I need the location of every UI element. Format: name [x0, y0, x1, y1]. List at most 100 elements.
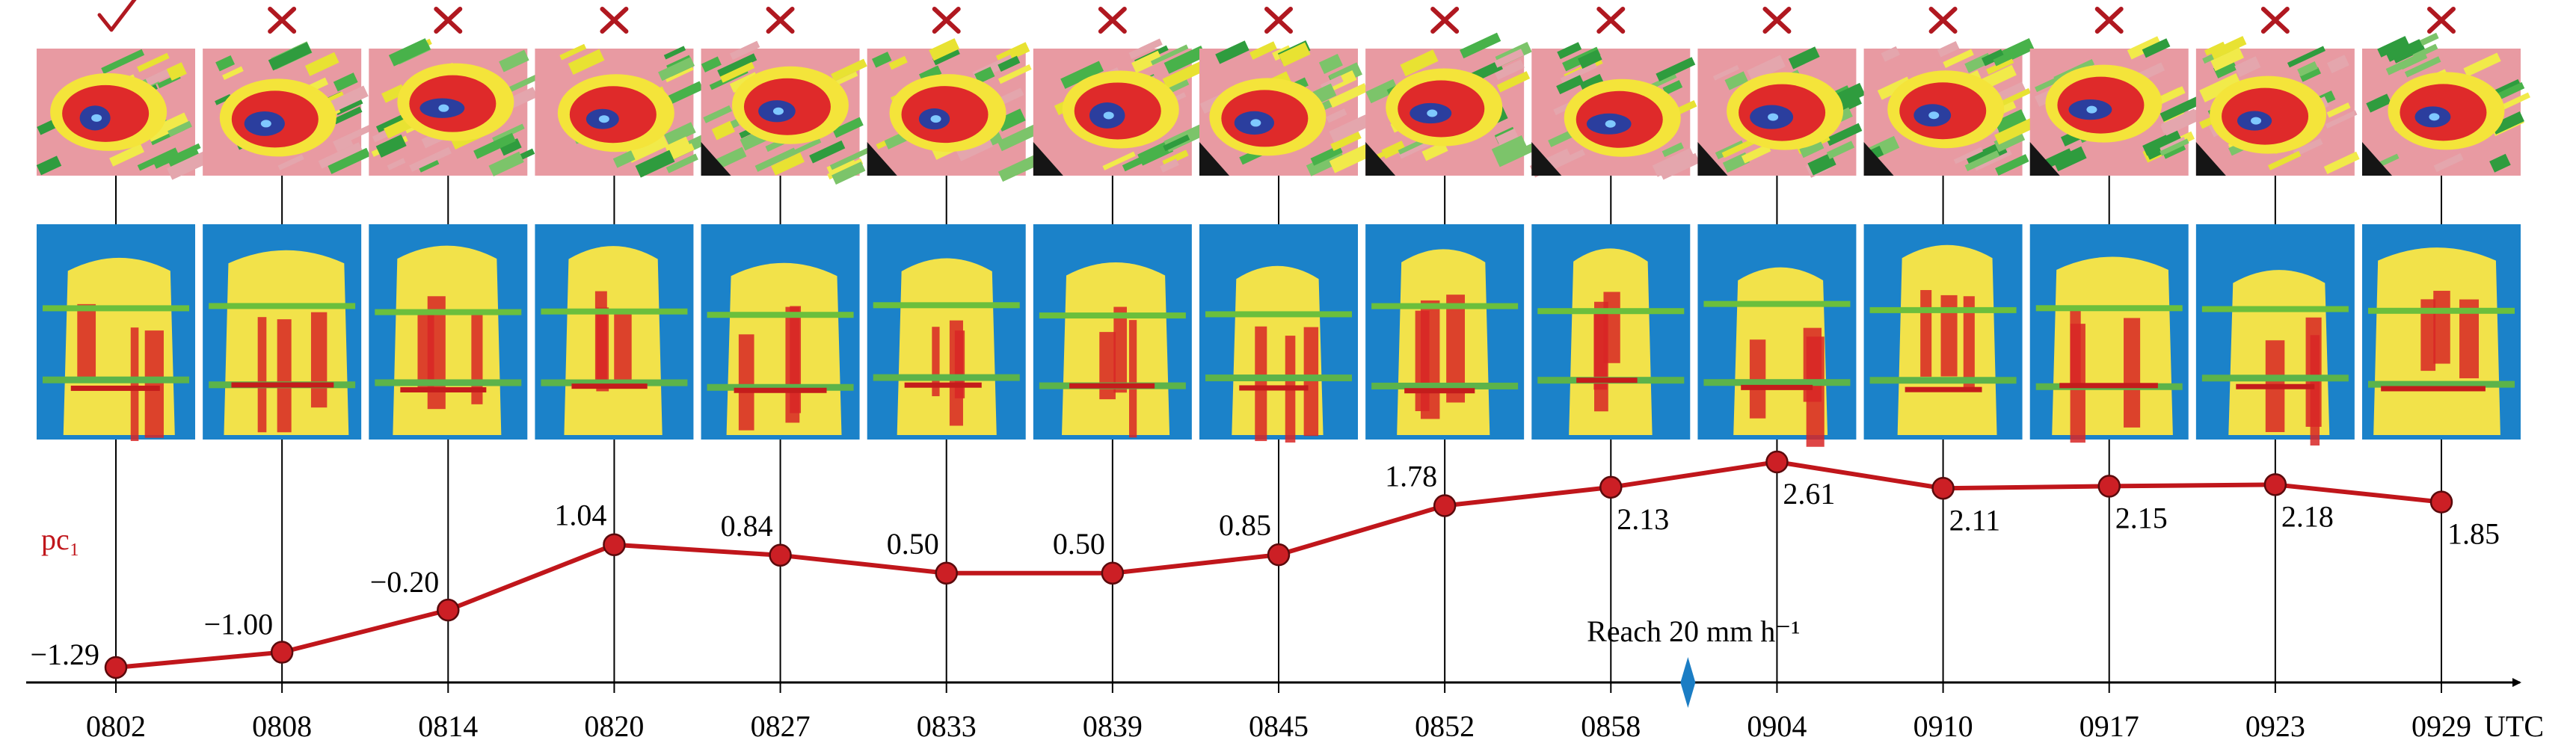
- x-tick-label: 0808: [252, 709, 312, 743]
- x-tick-label: 0802: [86, 709, 146, 743]
- data-label: 0.50: [1053, 527, 1105, 561]
- data-label: 0.84: [721, 509, 773, 543]
- x-tick-label: 0929: [2411, 709, 2471, 743]
- annotation-text: Reach 20 mm h⁻¹: [1587, 614, 1800, 648]
- radar-thumbnail-row: [36, 32, 2530, 185]
- data-label: 2.18: [2281, 499, 2334, 533]
- radar-thumbnail: [535, 43, 708, 178]
- vertical-section-panel: [1033, 224, 1192, 440]
- cross-mark-icon: [1596, 7, 1626, 34]
- radar-thumbnail: [203, 41, 375, 176]
- x-tick-label: 0820: [584, 709, 644, 743]
- radar-thumbnail: [2195, 36, 2360, 176]
- cross-mark-icon: [2427, 7, 2456, 34]
- radar-thumbnail: [867, 38, 1042, 182]
- x-tick-label: 0839: [1083, 709, 1143, 743]
- data-point: [1765, 450, 1789, 474]
- vertical-section-panel: [1365, 224, 1525, 440]
- vertical-section-panel: [369, 224, 528, 440]
- x-axis-unit: UTC: [2484, 709, 2544, 743]
- pc1-series: −1.29 −1.00 −0.20 1.04 0.84 0.50 0.50 0.85 1.78 2…: [30, 450, 2500, 679]
- x-tick-label: 0845: [1249, 709, 1309, 743]
- cross-mark-icon: [2260, 7, 2290, 34]
- data-label: 1.04: [554, 499, 606, 532]
- cross-mark-icon: [766, 7, 795, 34]
- cross-mark-icon: [1928, 7, 1958, 34]
- x-tick-label: 0814: [418, 709, 478, 743]
- x-tick-label: 0833: [917, 709, 977, 743]
- data-label: 2.15: [2115, 501, 2168, 534]
- x-tick-label: 0910: [1913, 709, 1973, 743]
- diamond-marker-icon: [1680, 657, 1696, 708]
- cross-mark-icon: [2094, 7, 2124, 34]
- radar-thumbnail: [1033, 38, 1208, 176]
- data-point: [1101, 561, 1125, 585]
- radar-thumbnail: [1863, 37, 2035, 176]
- vertical-section-panel: [1199, 224, 1358, 443]
- x-tick-label: 0904: [1747, 709, 1807, 743]
- time-axis: UTC 0802 0808 0814 0820 0827 0833 0839 0845 0852…: [26, 678, 2544, 743]
- vertical-section-panel: [203, 224, 362, 440]
- data-label: 1.85: [2447, 517, 2500, 551]
- cross-mark-icon: [1430, 7, 1460, 34]
- vertical-section-panel: [867, 224, 1026, 440]
- radar-thumbnail: [1199, 40, 1374, 176]
- vertical-section-panel: [535, 224, 694, 440]
- x-tick-label: 0917: [2079, 709, 2139, 743]
- radar-thumbnail: [2029, 36, 2202, 176]
- vertical-section-panel: [2362, 224, 2521, 440]
- rain-rate-annotation: Reach 20 mm h⁻¹: [1587, 614, 1800, 708]
- cross-mark-icon: [600, 7, 629, 34]
- radar-thumbnail: [701, 40, 872, 185]
- radar-thumbnail: [369, 38, 538, 176]
- data-label: 2.11: [1949, 503, 2001, 537]
- radar-thumbnail: [1529, 42, 1700, 180]
- data-label: 0.50: [887, 527, 939, 561]
- data-point: [2097, 475, 2121, 498]
- data-point: [437, 598, 460, 622]
- radar-thumbnail: [1365, 32, 1539, 176]
- vertical-section-panel: [1863, 224, 2023, 440]
- cross-mark-icon: [268, 7, 297, 34]
- data-point: [769, 543, 792, 567]
- data-label: 2.61: [1783, 477, 1835, 511]
- cross-mark-icon: [1762, 7, 1792, 34]
- data-point: [935, 561, 958, 585]
- cross-mark-icon: [434, 7, 463, 34]
- data-label: −1.00: [204, 608, 274, 641]
- cross-mark-icon: [1264, 7, 1293, 34]
- data-point: [2263, 473, 2287, 496]
- data-point: [2429, 490, 2453, 514]
- data-point: [104, 656, 128, 679]
- data-point: [270, 641, 294, 664]
- vertical-section-row: [37, 224, 2521, 447]
- data-label: −0.20: [370, 565, 440, 599]
- data-point: [1433, 494, 1457, 517]
- cross-mark-icon: [932, 7, 961, 34]
- x-tick-label: 0852: [1415, 709, 1475, 743]
- x-tick-label: 0923: [2245, 709, 2305, 743]
- vertical-section-panel: [2195, 224, 2355, 446]
- data-point: [1267, 543, 1291, 567]
- vertical-section-panel: [1697, 224, 1857, 447]
- data-point: [1599, 475, 1623, 499]
- correctness-marks: [97, 0, 2456, 34]
- data-label: 2.13: [1617, 502, 1669, 536]
- x-tick-label: 0858: [1581, 709, 1641, 743]
- data-label: −1.29: [30, 638, 99, 671]
- vertical-section-panel: [1531, 224, 1691, 440]
- radar-thumbnail: [2362, 32, 2530, 176]
- radar-thumbnail: [1697, 46, 1866, 178]
- data-point: [1931, 477, 1955, 500]
- y-axis-label: pc₁: [41, 522, 80, 556]
- vertical-section-panel: [37, 224, 195, 441]
- data-point: [603, 533, 626, 556]
- x-tick-label: 0827: [751, 709, 811, 743]
- data-label: 0.85: [1219, 508, 1271, 542]
- cross-mark-icon: [1098, 7, 1127, 34]
- vertical-section-panel: [2029, 224, 2189, 443]
- vertical-section-panel: [701, 224, 860, 440]
- data-label: 1.78: [1385, 460, 1437, 493]
- check-mark-icon: [97, 0, 137, 32]
